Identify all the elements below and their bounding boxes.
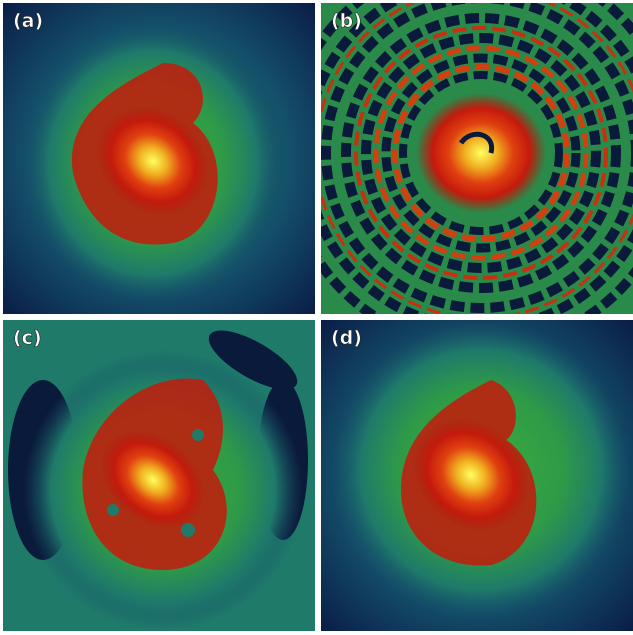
panel-b: (b): [286, 0, 633, 348]
panel-label: (a): [13, 10, 43, 32]
panel-label: (b): [331, 10, 362, 32]
panel-label: (c): [13, 327, 42, 349]
figure: (a) (b) (c): [0, 0, 633, 635]
panel-a: (a): [3, 3, 315, 314]
panel-label: (d): [331, 327, 362, 349]
panel-d: (d): [321, 320, 633, 631]
panel-c: (c): [3, 319, 315, 631]
